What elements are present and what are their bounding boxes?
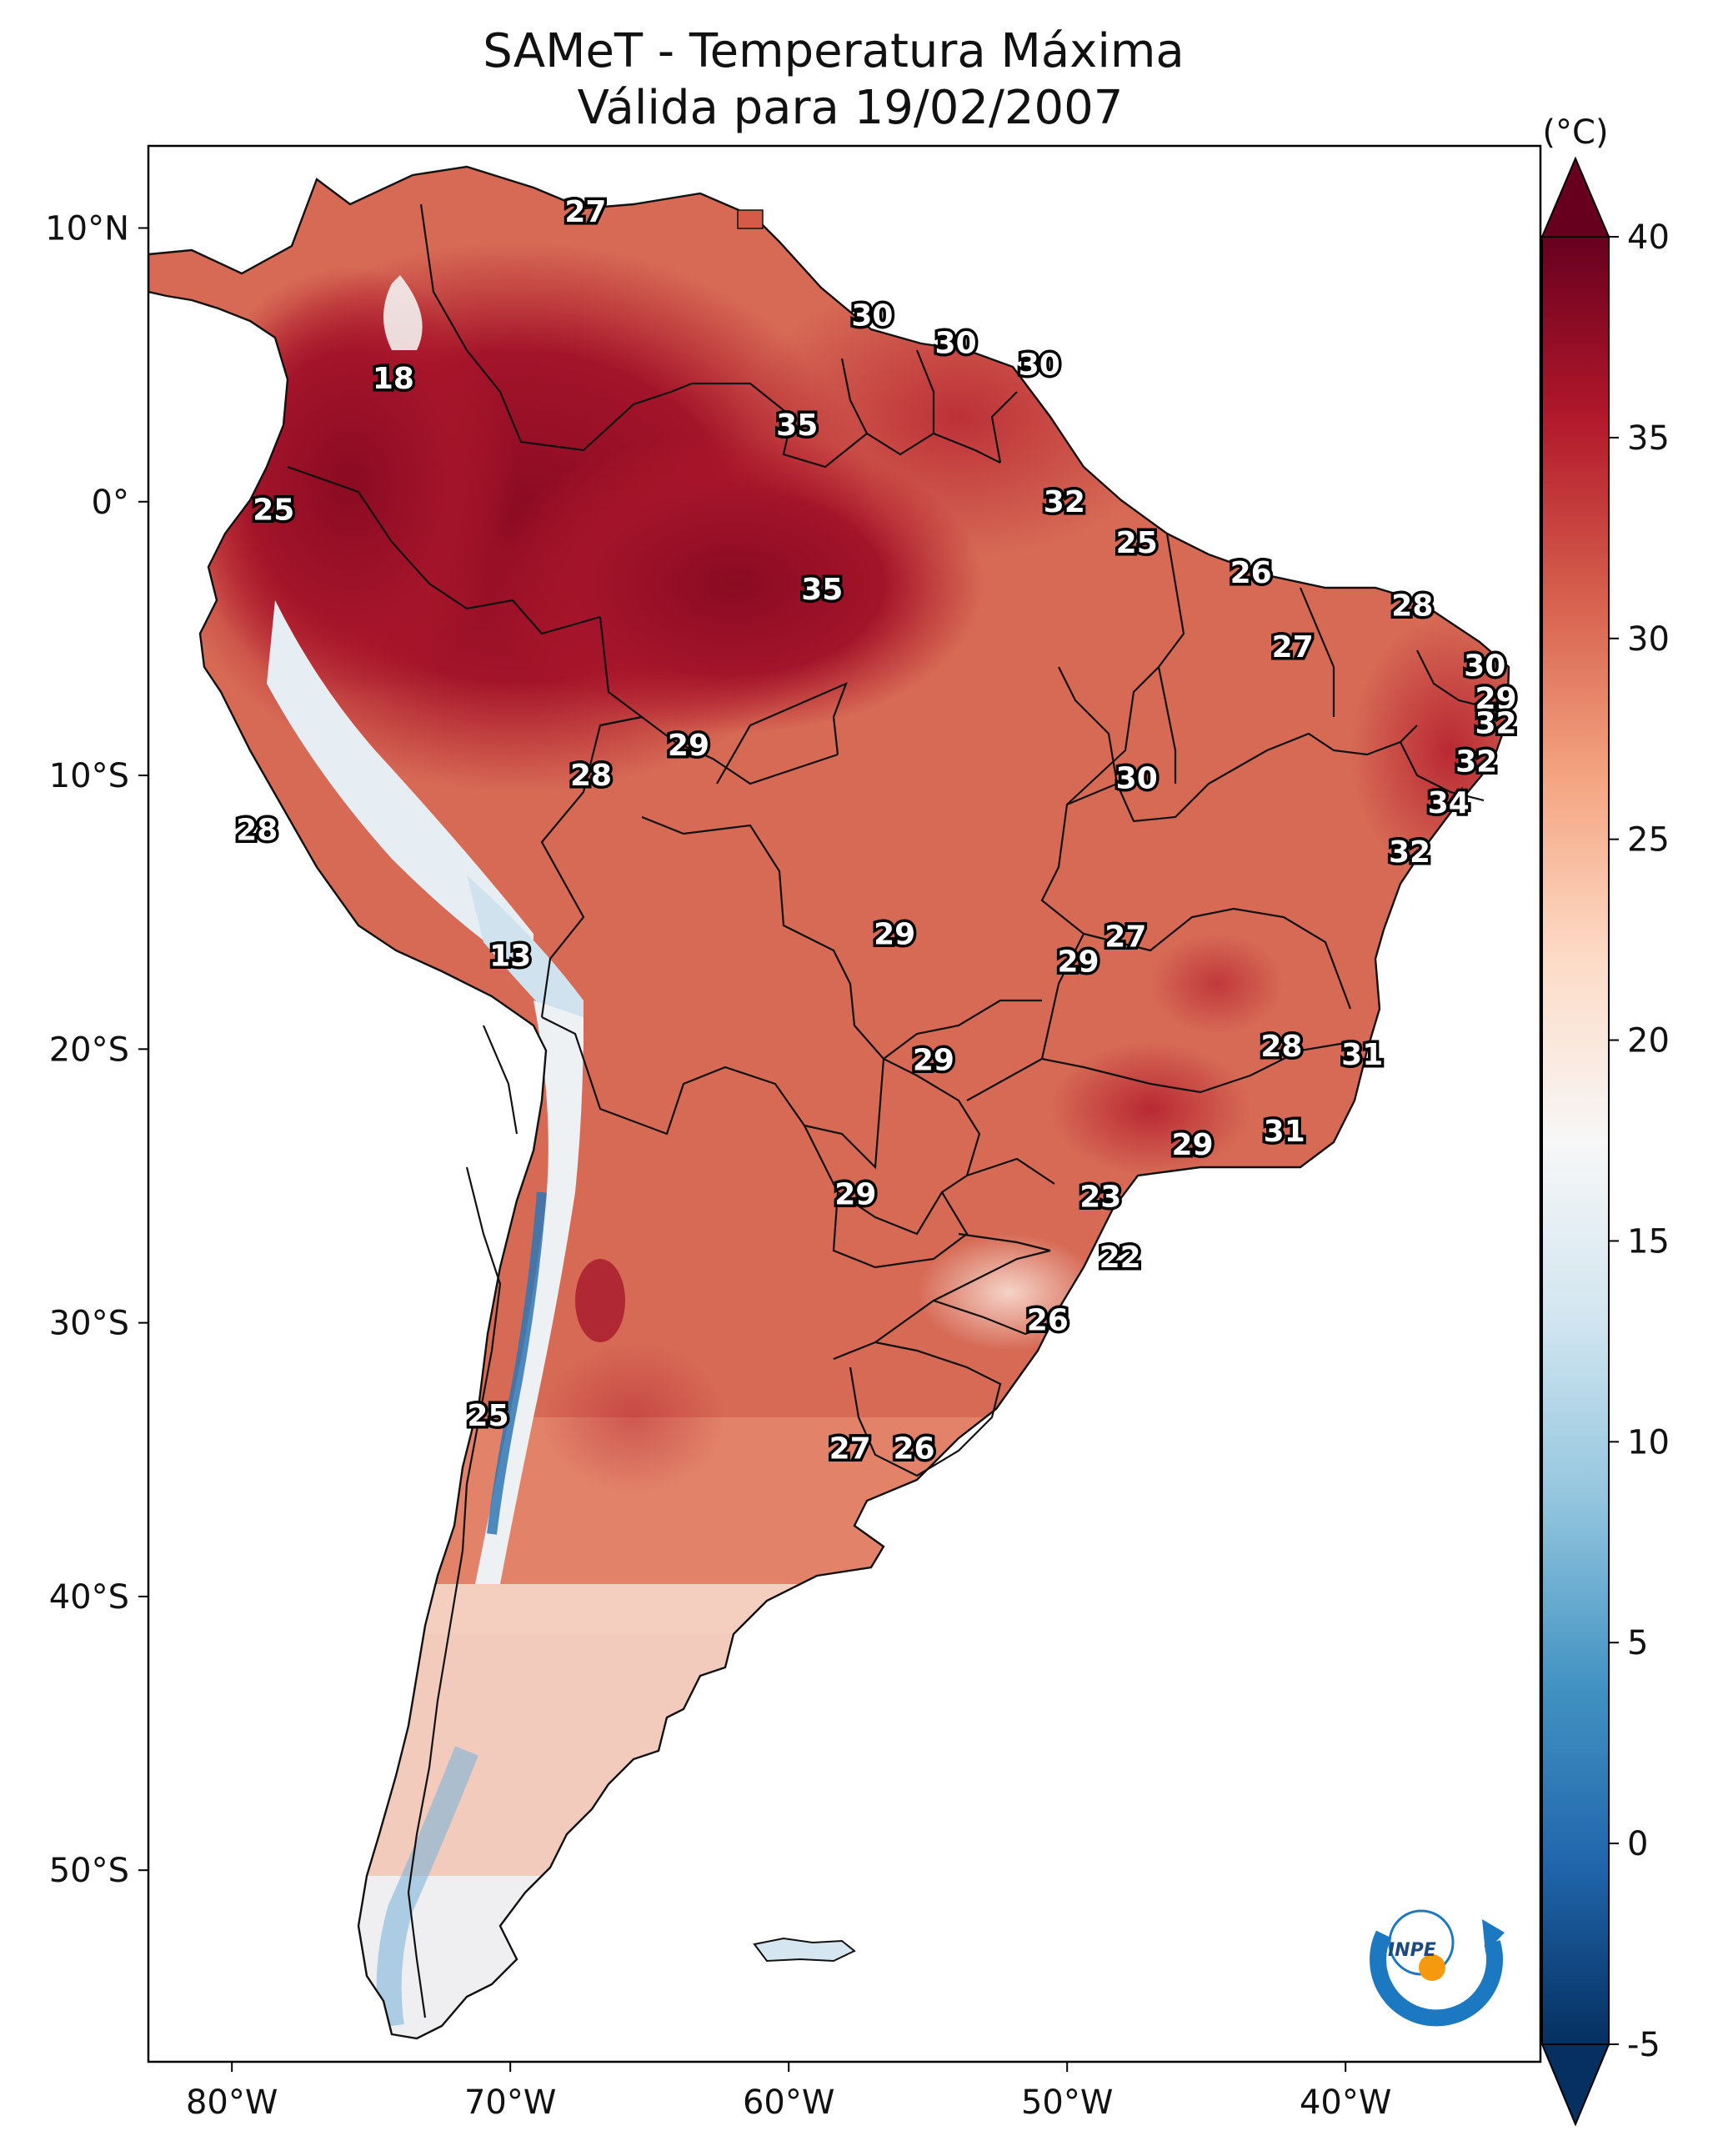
temperature-label: 26	[1230, 556, 1272, 590]
temperature-label: 29	[834, 1177, 876, 1211]
lon-tick-label: 80°W	[186, 2083, 278, 2122]
temperature-label: 30	[851, 299, 893, 333]
temperature-label: 25	[253, 494, 294, 528]
colorbar-ticks: 40 35 30 25 20 15 10 5 0 -5	[1609, 218, 1670, 2064]
logo-text: INPE	[1388, 1940, 1436, 1961]
temperature-label: 22	[1099, 1241, 1141, 1275]
temperature-label: 28	[236, 814, 278, 848]
logo-arc	[1370, 1930, 1504, 2027]
title-line-2: Válida para 19/02/2007	[578, 81, 1124, 135]
temperature-label: 30	[1116, 761, 1158, 795]
colorbar-tick-label: 20	[1627, 1022, 1670, 1060]
lat-tick-label: 20°S	[49, 1030, 129, 1069]
temperature-label: 28	[1260, 1030, 1302, 1064]
temperature-label: 35	[776, 409, 818, 443]
caribbean-islands	[737, 209, 764, 229]
temperature-label: 27	[1272, 630, 1314, 664]
lat-tick-label: 40°S	[49, 1578, 129, 1617]
colorbar-tick-label: 15	[1627, 1222, 1670, 1261]
temperature-label: 30	[1464, 649, 1505, 684]
longitude-axis: 80°W 70°W 60°W 50°W 40°W	[186, 2062, 1391, 2122]
lat-tick-label: 10°S	[49, 757, 129, 795]
temperature-labels: 2718252813253030303535322526282730293229…	[233, 192, 1520, 1469]
temperature-label: 18	[373, 362, 414, 396]
temperature-label: 28	[570, 759, 612, 793]
temperature-label: 32	[1475, 707, 1517, 741]
colorbar-top-arrow	[1540, 156, 1610, 238]
temperature-label: 32	[1389, 835, 1430, 870]
colorbar-scale	[1541, 236, 1610, 2045]
colorbar-tick-label: 35	[1627, 419, 1670, 458]
logo-sun-icon	[1419, 1954, 1445, 1981]
temperature-label: 30	[935, 326, 977, 360]
country-borders	[287, 203, 1493, 2018]
lon-tick-label: 70°W	[464, 2083, 556, 2122]
temperature-label: 25	[467, 1399, 508, 1433]
colorbar-tick-label: 25	[1627, 821, 1670, 860]
logo-arrow-icon	[1482, 1919, 1505, 1953]
temperature-label: 29	[668, 729, 709, 763]
temperature-label: 29	[1475, 682, 1517, 716]
inpe-logo: INPE	[1370, 1909, 1505, 2027]
lon-tick-label: 60°W	[743, 2083, 834, 2122]
lat-tick-label: 50°S	[49, 1852, 129, 1890]
colorbar-bottom-arrow	[1540, 2043, 1610, 2127]
latitude-axis: 10°N 0° 10°S 20°S 30°S 40°S 50°S	[45, 209, 148, 1890]
lat-tick-label: 30°S	[49, 1305, 129, 1343]
temperature-label: 23	[1079, 1181, 1121, 1215]
temperature-label: 28	[1391, 589, 1433, 624]
falkland-islands	[753, 1937, 856, 1963]
temperature-label: 29	[913, 1043, 954, 1077]
temperature-label: 29	[874, 917, 915, 951]
colorbar-tick-label: 40	[1627, 218, 1670, 257]
temperature-label: 31	[1341, 1038, 1383, 1072]
temperature-label: 25	[1116, 526, 1158, 560]
temperature-label: 26	[893, 1432, 934, 1467]
temperature-label: 32	[1455, 745, 1497, 780]
lon-tick-label: 40°W	[1300, 2083, 1391, 2122]
temperature-label: 30	[1019, 348, 1060, 383]
lon-tick-label: 50°W	[1021, 2083, 1113, 2122]
temperature-label: 32	[1044, 485, 1085, 519]
colorbar-tick-label: 30	[1627, 620, 1670, 659]
temperature-label: 26	[1027, 1303, 1069, 1337]
lat-tick-label: 0°	[92, 484, 129, 522]
temperature-label: 29	[1171, 1128, 1213, 1162]
map-panel: 2718252813253030303535322526282730293229…	[147, 144, 1542, 2063]
temperature-label: 27	[829, 1432, 871, 1467]
title-line-1: SAMeT - Temperatura Máxima	[483, 24, 1185, 78]
temperature-label: 35	[801, 573, 843, 607]
temperature-label: 31	[1264, 1115, 1305, 1149]
temperature-label: 13	[489, 940, 531, 974]
colorbar-tick-label: 10	[1627, 1423, 1670, 1462]
temperature-label: 27	[564, 195, 606, 229]
colorbar-tick-label: -5	[1627, 2026, 1660, 2064]
colorbar-tick-label: 5	[1627, 1624, 1648, 1662]
temperature-label: 34	[1428, 786, 1470, 820]
colorbar: (°C) 40 35 30 25 20 15 10 5 0 -5	[1540, 113, 1670, 2127]
map-frame	[147, 144, 1542, 2063]
colorbar-tick-label: 0	[1627, 1825, 1648, 1863]
temperature-label: 29	[1058, 945, 1099, 979]
colorbar-unit: (°C)	[1542, 113, 1608, 152]
lat-tick-label: 10°N	[45, 209, 129, 248]
temperature-label: 27	[1104, 920, 1146, 955]
